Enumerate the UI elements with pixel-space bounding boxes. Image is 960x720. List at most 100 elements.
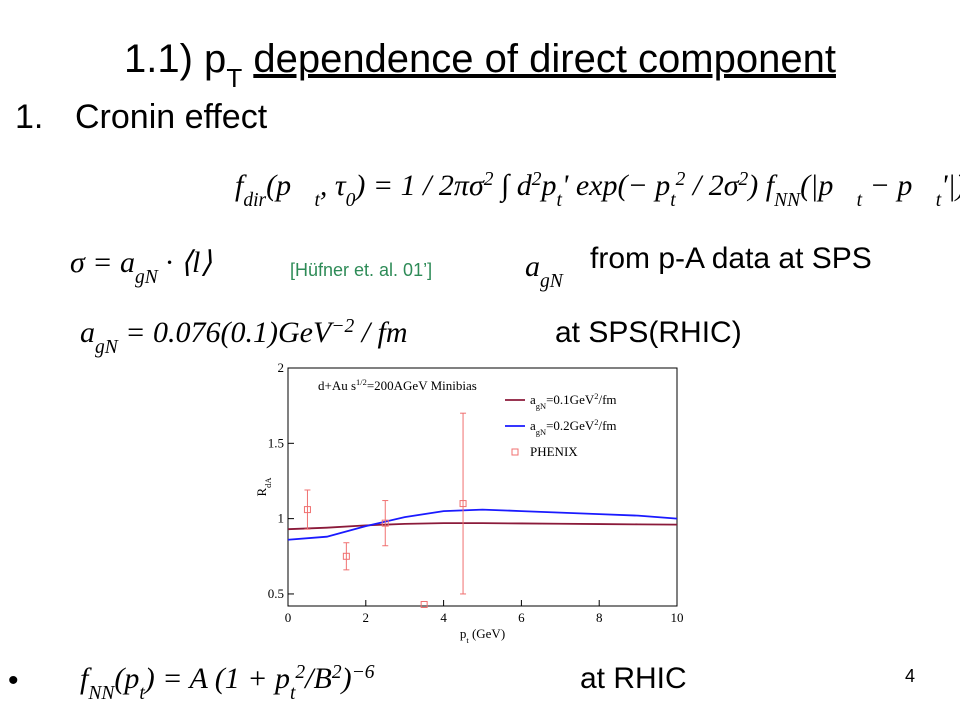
text-run: '|) [941, 169, 960, 202]
text-run: ' exp(− p [562, 169, 670, 202]
equation: fNN(pt) = A (1 + pt2/B2)−6 [80, 662, 375, 704]
text-run: NN [773, 190, 801, 211]
plot-frame [287, 367, 678, 607]
text-run: gN [135, 267, 159, 288]
text-run: T [226, 63, 242, 93]
text-run: 1.1) p [124, 37, 226, 81]
text-run: ) f [746, 169, 777, 202]
x-tick-label: 4 [440, 610, 447, 625]
equation: agN = 0.076(0.1)GeV−2 / fm [80, 316, 408, 358]
text-run: p [539, 169, 556, 202]
x-tick-label: 0 [285, 610, 292, 625]
text-run: t [556, 190, 562, 211]
item-number: 1. [15, 98, 43, 136]
data-point [420, 600, 428, 608]
text-run: dA [263, 477, 273, 488]
text-run: 2 [532, 169, 542, 190]
x-axis-label: pt (GeV) [460, 626, 505, 645]
text-run: /fm [598, 392, 616, 407]
series-line [287, 508, 678, 541]
y-tick-label: 1.5 [268, 435, 284, 450]
text-run: PHENIX [530, 444, 578, 459]
text-run: t [466, 635, 469, 645]
reference: [Hüfner et. al. 01’] [290, 260, 432, 280]
legend-swatch [511, 448, 519, 456]
annotation: d+Au s1/2=200AGeV Minibias [318, 377, 477, 393]
text-run: ∫ d [494, 169, 533, 204]
text-run: ) = A (1 + p [143, 662, 290, 695]
x-tick-label: 2 [363, 610, 370, 625]
data-point [459, 500, 467, 508]
text-run: gN [540, 271, 564, 292]
item-text: Cronin effect [75, 98, 268, 136]
text-run: gN [536, 427, 546, 437]
text-run: = 0.076(0.1)GeV [118, 316, 335, 349]
page-number: 4 [905, 666, 915, 686]
text-run: a [525, 250, 540, 283]
legend-label: agN=0.2GeV2/fm [530, 417, 617, 437]
text-run: =200AGeV Minibias [367, 378, 477, 393]
text-run: / 2σ [685, 169, 739, 202]
text-run: d+Au s [318, 378, 356, 393]
x-tick-label: 6 [518, 610, 525, 625]
note: at SPS(RHIC) [555, 316, 742, 349]
text-run: ) = 1 / 2πσ [353, 169, 485, 202]
text-run: t [314, 190, 320, 211]
equation: fdir(p⃗t, τ0) = 1 / 2πσ2 ∫ d2pt' exp(− p… [235, 169, 960, 211]
text-run: ) [340, 662, 352, 695]
text-run: =0.1GeV [546, 392, 595, 407]
data-point [342, 552, 350, 560]
text-run: t [290, 683, 296, 704]
text-run: 2 [332, 662, 342, 683]
text-run: 2 [676, 169, 686, 190]
text-run: 2 [295, 662, 305, 683]
text-run: (GeV) [469, 626, 505, 641]
slide-title: 1.1) pT dependence of direct component [124, 37, 836, 93]
text-run: a [530, 392, 536, 407]
text-run: 1/2 [356, 377, 367, 387]
text-run: −2 [331, 316, 354, 337]
text-run: · ⟨l⟩ [158, 246, 213, 279]
text-run: σ = a [70, 246, 135, 279]
text-run: , τ [320, 169, 347, 202]
text-run: a [80, 316, 95, 349]
y-tick-label: 2 [278, 360, 285, 375]
text-run: / fm [354, 316, 407, 349]
series-line [287, 522, 678, 531]
y-axis-label: RdA [254, 477, 273, 497]
data-point [303, 506, 311, 514]
text-run: =0.2GeV [546, 418, 595, 433]
text-run: gN [536, 401, 546, 411]
text-run: 2 [484, 169, 494, 190]
bullet: • [8, 664, 19, 697]
text-run: p [460, 626, 467, 641]
text-run: t [670, 190, 676, 211]
text-run: t [139, 683, 145, 704]
note: at RHIC [580, 662, 687, 695]
text-run: a [530, 418, 536, 433]
x-tick-label: 8 [596, 610, 603, 625]
legend-label: agN=0.1GeV2/fm [530, 391, 617, 411]
text-run: 2 [594, 391, 598, 401]
equation: σ = agN · ⟨l⟩ [70, 246, 212, 288]
text-run: − p⃗ [862, 169, 936, 202]
data-point [381, 519, 389, 527]
note: from p-A data at SPS [590, 242, 872, 275]
text-run: 0 [346, 190, 356, 211]
text-run: 2 [739, 169, 749, 190]
legend-label: PHENIX [530, 444, 578, 459]
text-run: t [857, 190, 863, 211]
text-run: (|p⃗ [800, 169, 857, 202]
text-run: dependence of direct component [253, 37, 836, 81]
text-run [242, 37, 253, 81]
text-run: t [936, 190, 942, 211]
text-run: dir [243, 190, 266, 211]
text-run: 2 [594, 417, 598, 427]
text-run: NN [87, 683, 115, 704]
text-run: (p⃗ [266, 169, 314, 202]
text-run: −6 [352, 662, 375, 683]
text-run: R [254, 487, 269, 496]
y-tick-label: 0.5 [268, 586, 284, 601]
text-run: /B [303, 662, 332, 695]
